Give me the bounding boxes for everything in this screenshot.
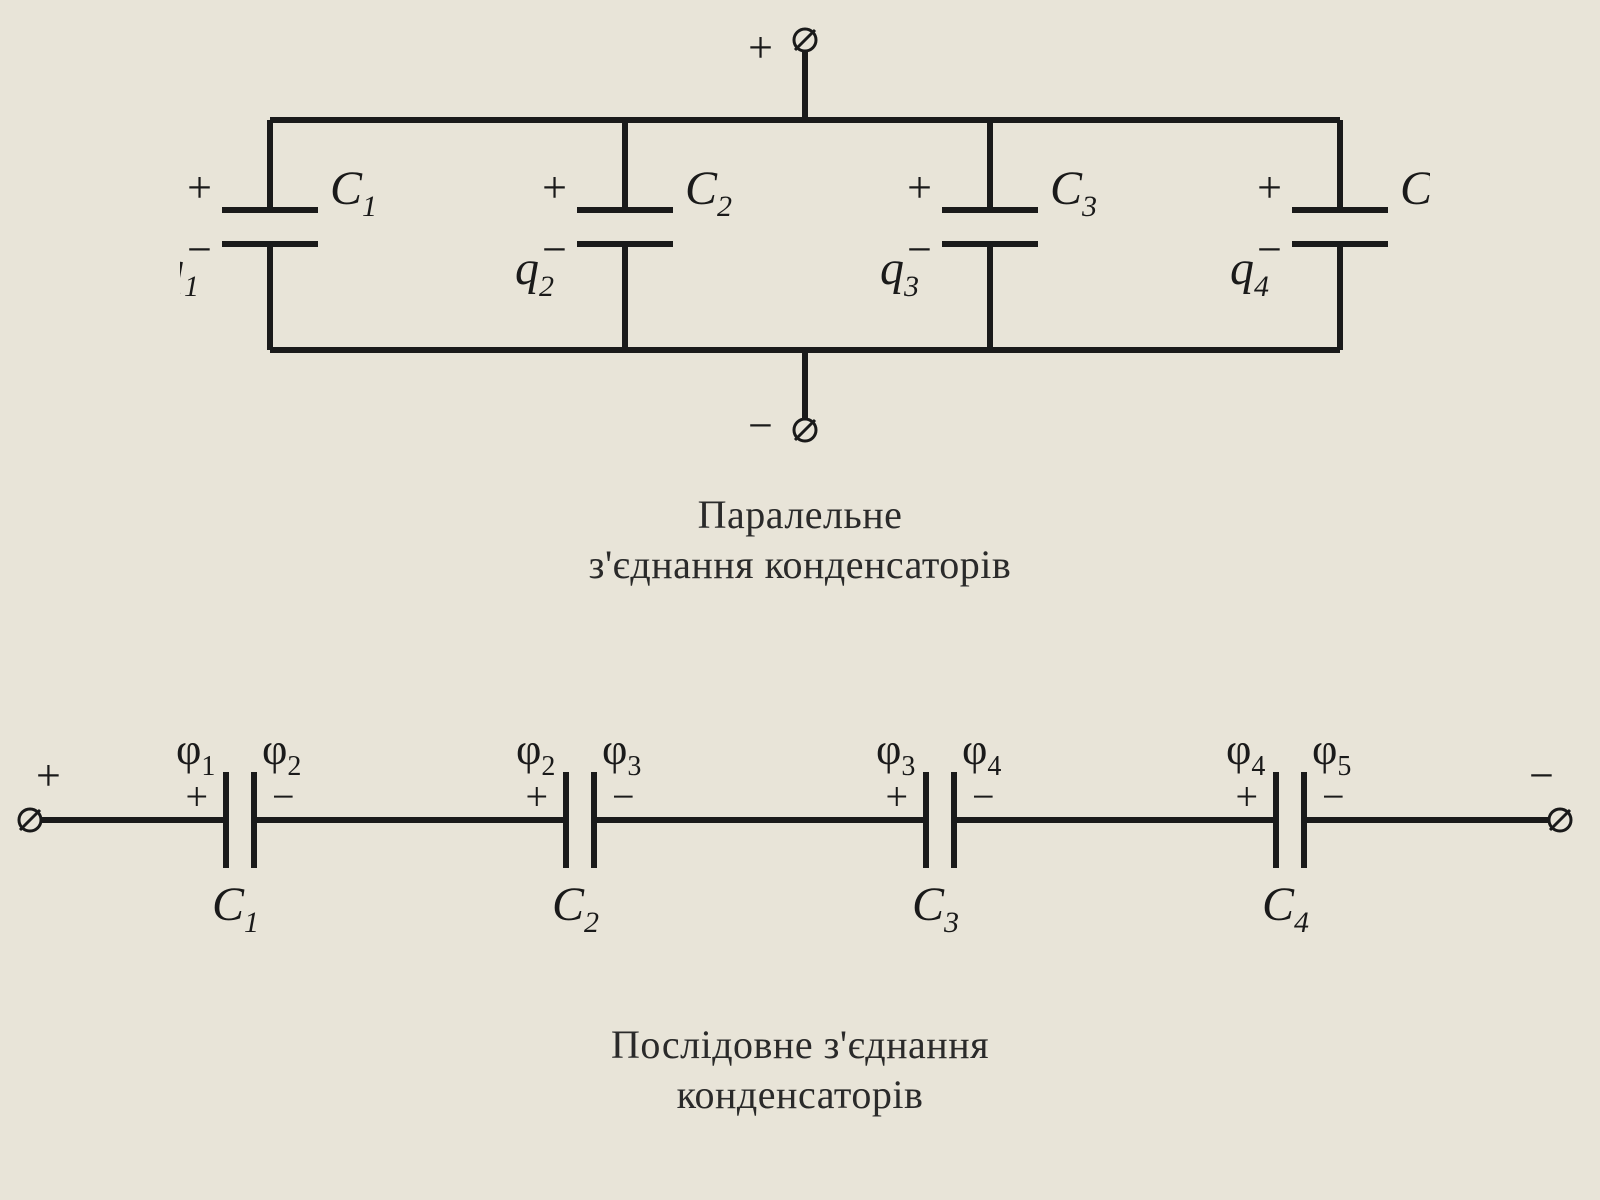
- svg-text:φ4: φ4: [962, 725, 1001, 782]
- svg-text:φ2: φ2: [516, 725, 555, 782]
- svg-text:φ1: φ1: [176, 725, 215, 782]
- svg-text:C4: C4: [1400, 162, 1430, 223]
- svg-text:C1: C1: [330, 162, 377, 223]
- svg-text:C2: C2: [552, 878, 599, 939]
- series-caption: Послідовне з'єднання конденсаторів: [0, 1020, 1600, 1120]
- svg-text:φ4: φ4: [1226, 725, 1265, 782]
- svg-text:−: −: [907, 225, 932, 274]
- svg-text:+: +: [187, 163, 212, 212]
- svg-text:+: +: [907, 163, 932, 212]
- parallel-caption: Паралельне з'єднання конденсаторів: [0, 490, 1600, 590]
- parallel-circuit: +−+−C1q1+−C2q2+−C3q3+−C4q4: [180, 10, 1430, 470]
- svg-text:−: −: [748, 401, 773, 450]
- svg-text:φ2: φ2: [262, 725, 301, 782]
- svg-text:C4: C4: [1262, 878, 1309, 939]
- svg-text:−: −: [187, 225, 212, 274]
- svg-text:φ3: φ3: [602, 725, 641, 782]
- svg-text:C3: C3: [912, 878, 959, 939]
- svg-text:−: −: [1529, 751, 1554, 800]
- svg-text:−: −: [1257, 225, 1282, 274]
- svg-text:+: +: [542, 163, 567, 212]
- svg-text:C2: C2: [685, 162, 732, 223]
- parallel-caption-line1: Паралельне: [698, 492, 903, 537]
- series-caption-line2: конденсаторів: [677, 1072, 924, 1117]
- svg-text:+: +: [748, 23, 773, 72]
- svg-text:+: +: [36, 751, 61, 800]
- series-caption-line1: Послідовне з'єднання: [611, 1022, 989, 1067]
- page: +−+−C1q1+−C2q2+−C3q3+−C4q4 Паралельне з'…: [0, 0, 1600, 1200]
- series-circuit: +−+−φ1φ2C1+−φ2φ3C2+−φ3φ4C3+−φ4φ5C4: [0, 650, 1600, 990]
- svg-text:φ3: φ3: [876, 725, 915, 782]
- svg-text:C1: C1: [212, 878, 259, 939]
- parallel-caption-line2: з'єднання конденсаторів: [589, 542, 1012, 587]
- svg-text:φ5: φ5: [1312, 725, 1351, 782]
- svg-text:C3: C3: [1050, 162, 1097, 223]
- svg-text:−: −: [542, 225, 567, 274]
- svg-text:+: +: [1257, 163, 1282, 212]
